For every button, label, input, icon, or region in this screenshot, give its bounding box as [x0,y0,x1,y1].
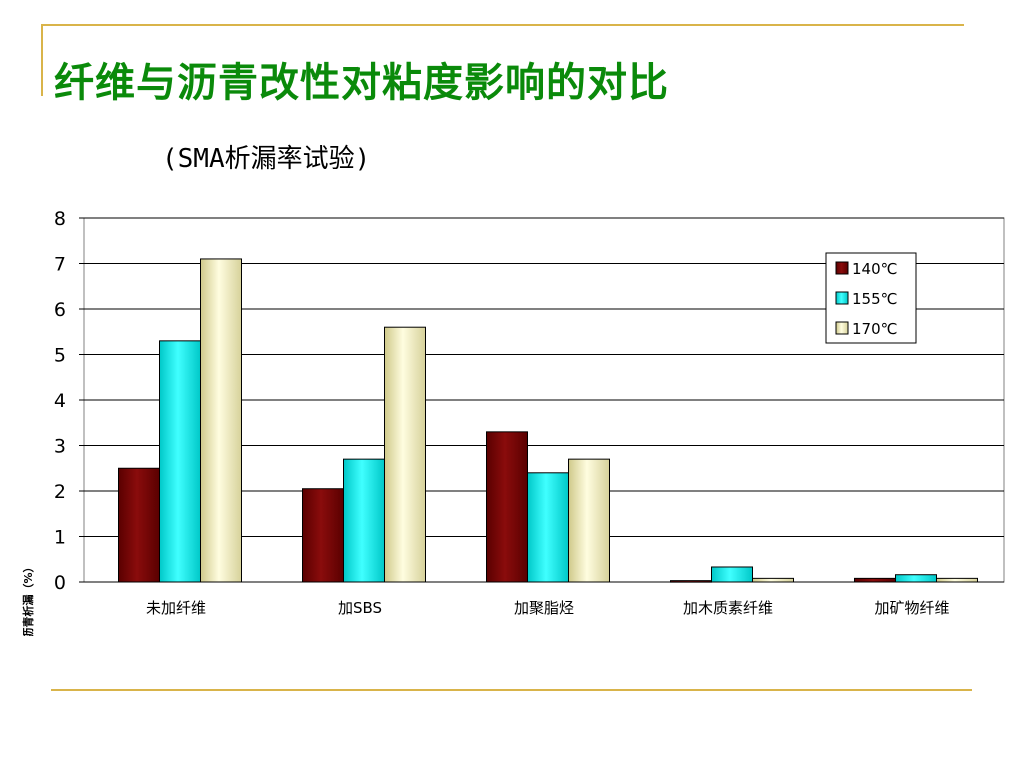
bar-3-5 [936,577,978,583]
x-category-labels: 未加纤维 加SBS 加聚脂烃 加木质素纤维 加矿物纤维 [146,599,950,617]
bar-3-3 [568,458,610,583]
legend-label-1: 140℃ [852,260,897,278]
bar-3-1 [200,258,242,583]
y-tick-labels: 0 1 2 3 4 5 6 7 8 [54,208,66,594]
y-tick-label: 0 [54,572,66,594]
bar-3-4 [752,577,794,583]
slide-subtitle: (SMA析漏率试验) [162,144,371,174]
bars [118,258,978,583]
legend-swatch-1 [835,261,849,275]
bar-1-2 [302,488,344,583]
y-tick-label: 1 [54,527,66,549]
bar-1-4 [670,580,712,583]
y-axis-label: 沥青析漏（%） [21,561,35,636]
x-category-label: 加SBS [338,599,382,617]
legend-label-2: 155℃ [852,290,897,308]
x-category-label: 未加纤维 [146,599,206,617]
x-category-label: 加木质素纤维 [683,599,773,617]
bar-chart: 0 1 2 3 4 5 6 7 8 沥青析漏（%） 未加纤维 加SBS 加聚脂烃 加木质素纤维 加矿物纤… [0,196,1024,636]
legend-swatch-2 [835,291,849,305]
legend-swatch-3 [835,321,849,335]
bar-2-1 [159,340,201,583]
legend: 140℃ 155℃ 170℃ [825,252,917,344]
bar-1-3 [486,431,528,583]
y-tick-label: 8 [54,208,66,230]
y-tick-label: 2 [54,481,66,503]
y-tick-label: 4 [54,390,66,412]
y-tick-label: 7 [54,254,66,276]
bar-2-5 [895,574,937,583]
bar-2-2 [343,458,385,583]
y-tick-label: 6 [54,299,66,321]
x-category-label: 加矿物纤维 [874,599,949,617]
legend-label-3: 170℃ [852,320,897,338]
bar-1-1 [118,467,160,583]
slide-title: 纤维与沥青改性对粘度影响的对比 [54,59,669,106]
bar-3-2 [384,326,426,583]
x-category-label: 加聚脂烃 [514,599,574,617]
y-tick-label: 3 [54,436,66,458]
bottom-rule [51,689,972,691]
bar-1-5 [854,577,896,583]
top-rule [41,24,964,26]
title-accent-bar [41,24,43,96]
bar-2-4 [711,566,753,583]
bar-2-3 [527,472,569,583]
y-tick-label: 5 [54,345,66,367]
